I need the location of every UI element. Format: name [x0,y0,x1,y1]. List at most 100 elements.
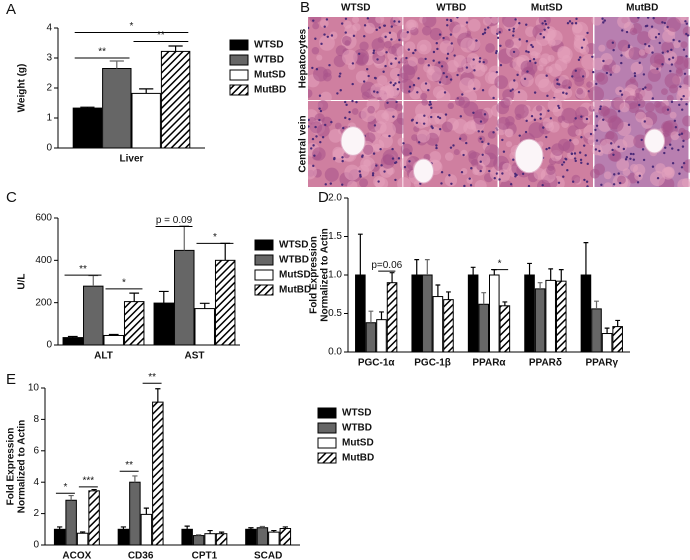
tissue-nucleus [681,145,685,148]
tissue-nucleus [351,82,354,86]
tissue-nucleus [629,152,633,156]
tissue-nucleus [591,70,595,74]
tissue-nucleus [620,54,623,57]
y-tick-label: 0.0 [328,347,342,358]
tissue-nucleus [595,139,599,142]
y-tick-label: 6 [33,445,39,456]
tissue-nucleus [473,87,476,90]
tissue-nucleus [620,61,623,65]
tissue-texture [662,29,676,43]
bar [88,490,100,546]
y-axis-label: U/L [17,273,28,289]
tissue-nucleus [611,41,615,44]
tissue-nucleus [383,170,386,173]
tissue-nucleus [314,125,317,129]
y-axis-label: Fold Expression [6,428,17,506]
error-bar [129,292,140,302]
tissue-nucleus [379,148,382,151]
tissue-nucleus [657,32,661,36]
error-bar [446,291,451,300]
tissue-nucleus [312,19,315,22]
x-tick-label: ALT [94,351,113,362]
bar [422,274,433,353]
tissue-nucleus [561,163,564,166]
tissue-nucleus [541,183,544,187]
tissue-texture [372,139,385,152]
tissue-nucleus [658,41,661,45]
error-bar [615,319,621,327]
tissue-nucleus [496,36,500,40]
legend-label: WTSD [342,408,371,419]
tissue-nucleus [595,124,599,127]
tissue-nucleus [508,28,511,32]
tissue-nucleus [671,56,675,59]
tissue-nucleus [581,75,585,78]
tissue-nucleus [412,83,416,87]
tissue-nucleus [321,136,325,139]
tissue-texture [505,141,513,148]
tissue-nucleus [680,166,684,169]
tissue-nucleus [311,137,315,141]
tissue-nucleus [514,18,517,21]
tissue-nucleus [312,144,315,147]
tissue-nucleus [685,22,689,25]
tissue-texture [384,40,392,49]
y-tick-label: 10 [28,383,40,394]
tissue-nucleus [440,65,444,68]
tissue-texture [386,166,395,175]
legend-label: WTBD [254,55,284,66]
tissue-texture [628,102,640,114]
tissue-texture [404,41,416,53]
tissue-nucleus [532,57,536,61]
tissue-nucleus [345,103,348,107]
tissue-texture [567,151,576,160]
tissue-nucleus [310,147,313,150]
tissue-texture [664,167,673,176]
tissue-texture [429,150,442,163]
tissue-texture [628,47,642,60]
tissue-nucleus [578,56,582,59]
tissue-texture [611,64,621,74]
tissue-nucleus [661,51,664,54]
tissue-nucleus [652,17,655,20]
tissue-nucleus [427,64,430,67]
tissue-nucleus [376,91,379,94]
tissue-nucleus [487,142,490,146]
tissue-nucleus [611,148,614,152]
x-tick-label: CPT1 [192,551,218,560]
tissue-nucleus [382,70,385,73]
tissue-nucleus [546,94,549,98]
tissue-texture [533,168,546,180]
tissue-texture [342,49,358,66]
tissue-texture [669,111,677,119]
tissue-nucleus [640,138,643,142]
tissue-texture [460,149,468,157]
tissue-texture [561,107,578,124]
tissue-nucleus [478,57,482,60]
bar [545,279,556,353]
tissue-nucleus [578,151,582,154]
error-bar [109,60,124,69]
tissue-nucleus [602,21,605,24]
tissue-nucleus [446,18,449,22]
tissue-texture [463,121,477,135]
tissue-nucleus [678,172,681,175]
bar [612,326,623,353]
tissue-nucleus [558,106,561,110]
tissue-nucleus [501,138,504,142]
tissue-nucleus [351,99,354,103]
bar [376,319,387,353]
tissue-texture [488,85,503,99]
tissue-texture [413,113,429,129]
tissue-texture [485,43,495,53]
tissue-nucleus [591,55,594,58]
tissue-nucleus [423,114,426,117]
y-axis-label: Normalized to Actin [17,420,28,514]
tissue-texture [466,177,473,184]
tissue-texture [421,25,432,36]
tissue-texture [426,65,442,82]
tissue-texture [546,29,563,46]
x-tick-label: Liver [120,154,144,165]
tissue-nucleus [669,69,672,73]
tissue-nucleus [573,152,577,155]
